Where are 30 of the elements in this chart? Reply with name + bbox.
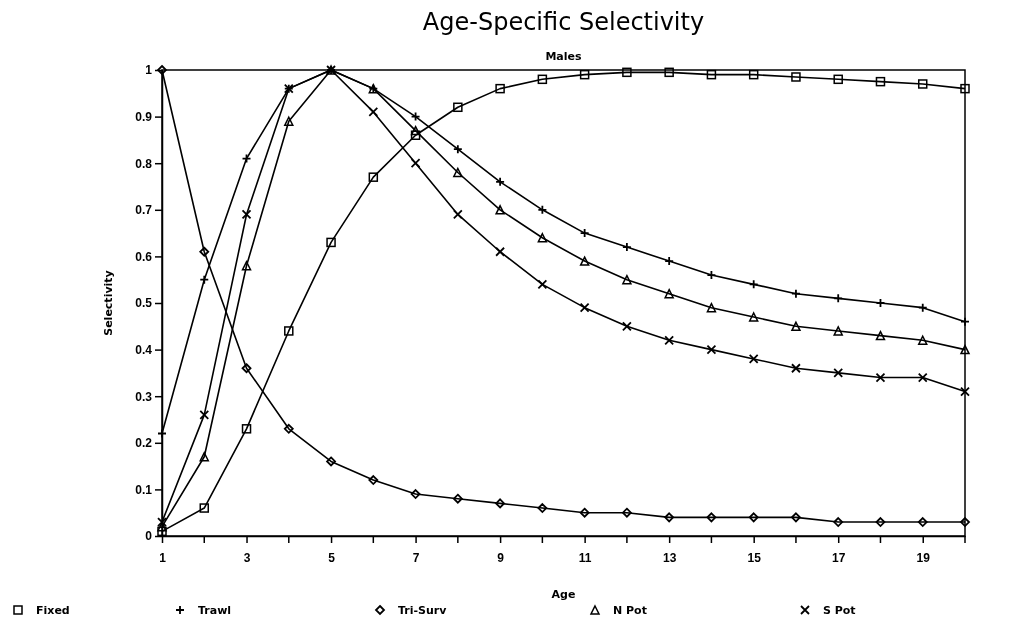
y-tick-label: 0: [145, 529, 153, 544]
y-tick-label: 0.8: [135, 156, 153, 171]
x-axis-title: Age: [551, 588, 576, 601]
legend-label: N Pot: [613, 604, 647, 617]
x-tick-label: 11: [578, 550, 592, 565]
y-tick-label: 0.7: [135, 203, 153, 218]
y-tick-label: 0.4: [135, 342, 153, 357]
legend-label: Fixed: [36, 604, 70, 617]
x-tick-label: 17: [832, 550, 846, 565]
chart-title: Age-Specific Selectivity: [422, 8, 705, 36]
x-tick-label: 13: [662, 550, 677, 565]
y-tick-label: 0.6: [135, 249, 153, 264]
x-tick-label: 5: [328, 550, 336, 565]
x-tick-label: 7: [412, 550, 420, 565]
chart-subtitle: Males: [545, 50, 583, 63]
y-tick-label: 0.2: [135, 436, 153, 451]
x-tick-label: 1: [159, 550, 167, 565]
x-tick-label: 9: [497, 550, 505, 565]
x-tick-label: 19: [916, 550, 931, 565]
y-tick-label: 0.3: [135, 389, 153, 404]
legend-label: Tri-Surv: [398, 604, 448, 617]
legend-label: Trawl: [198, 604, 232, 617]
legend-label: S Pot: [823, 604, 856, 617]
y-tick-label: 0.9: [135, 109, 153, 124]
x-tick-label: 3: [243, 550, 251, 565]
x-tick-label: 15: [747, 550, 762, 565]
y-axis-title: Selectivity: [102, 270, 115, 336]
y-tick-label: 0.5: [135, 296, 153, 311]
y-tick-label: 0.1: [135, 482, 153, 497]
y-tick-label: 1: [145, 63, 153, 78]
